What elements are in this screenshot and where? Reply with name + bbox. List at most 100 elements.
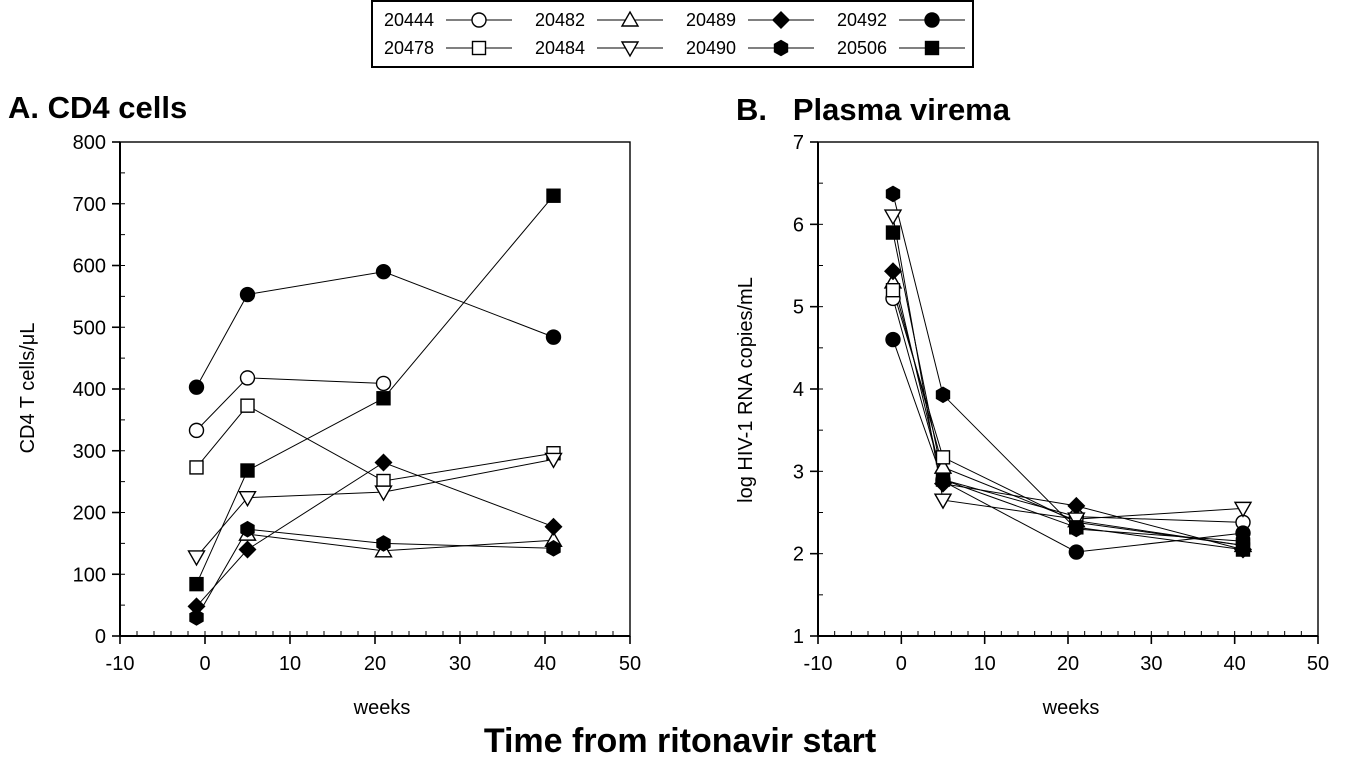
legend-frame	[371, 0, 974, 68]
panel-a-point-20444	[375, 375, 392, 392]
legend-marker-20492	[924, 12, 940, 28]
legend-label-20489: 20489	[686, 10, 736, 30]
panel-a-point-20484	[238, 490, 257, 508]
panel-b-series-line-20492	[892, 339, 1244, 553]
legend-marker-20506	[924, 40, 940, 56]
panel-b-point-20489	[884, 262, 902, 281]
panel-a-point-20444	[188, 422, 205, 439]
panel-a-point-20490	[189, 609, 204, 626]
panel-a-x-tick-label: -10	[106, 653, 135, 675]
panel-b-title: B. Plasma virema	[736, 92, 1011, 127]
panel-a-point-20484	[374, 485, 393, 502]
panel-a-y-tick-label: 600	[73, 256, 106, 278]
panel-a-y-tick-label: 700	[73, 194, 106, 216]
panel-b-y-tick-label: 1	[793, 626, 804, 648]
panel-b-xlabel: weeks	[1042, 697, 1100, 719]
panel-a-point-20506	[240, 463, 255, 478]
panel-a-point-20506	[546, 188, 561, 203]
panel-a-y-tick-label: 0	[95, 626, 106, 648]
panel-a-point-20484	[187, 550, 206, 567]
panel-a-point-20506	[376, 391, 391, 406]
panel-a-x-tick-label: 20	[364, 653, 386, 675]
panel-b-point-20492	[1068, 544, 1085, 560]
panel-a-point-20490	[546, 539, 561, 557]
panel-b-point-20506	[935, 472, 951, 487]
panel-a-y-tick-label: 100	[73, 564, 106, 586]
panel-b-y-tick-label: 6	[793, 214, 804, 236]
legend: 20444 20482 20489 20492 20478 20484 20490 20506	[371, 0, 974, 68]
panel-a-point-20489	[238, 540, 257, 559]
panel-b-y-tick-label: 7	[793, 132, 804, 154]
panel-a-point-20492	[239, 286, 256, 303]
panel-b-point-20490	[935, 386, 951, 404]
panel-a-ylabel: CD4 T cells/μL	[17, 323, 39, 454]
legend-label-20492: 20492	[837, 10, 887, 30]
panel-a-point-20490	[240, 520, 255, 538]
panel-a-y-tick-label: 800	[73, 132, 106, 154]
panel-b-y-tick-label: 2	[793, 544, 804, 566]
panel-b-series-line-20506	[892, 232, 1244, 551]
panel-b-point-20484	[1233, 501, 1253, 518]
panel-a-title: A. CD4 cells	[8, 90, 187, 125]
panel-a-y-tick-label: 200	[73, 503, 106, 525]
panel-b-point-20506	[1235, 542, 1251, 557]
legend-marker-20489	[772, 11, 790, 29]
panel-a-point-20492	[375, 263, 392, 280]
legend-label-20484: 20484	[535, 38, 585, 58]
panel-b-x-tick-label: -10	[804, 653, 833, 675]
panel-a-x-tick-label: 30	[449, 653, 471, 675]
panel-a-point-20492	[188, 379, 205, 395]
panel-b-x-tick-label: 50	[1307, 653, 1329, 675]
panel-a-point-20489	[374, 453, 393, 472]
panel-b-point-20484	[883, 209, 903, 226]
panel-a-series-line-20490	[196, 528, 554, 618]
panel-b-ylabel: log HIV-1 RNA copies/mL	[735, 277, 757, 503]
legend-label-20482: 20482	[535, 10, 585, 30]
panel-a-point-20506	[189, 576, 204, 592]
panel-a-y-tick-label: 400	[73, 379, 106, 401]
panel-a-point-20492	[545, 329, 562, 345]
panel-a-series-line-20489	[196, 461, 554, 607]
panel-b-point-20478	[885, 283, 901, 298]
panel-b-series-line-20490	[892, 193, 1244, 542]
panel-a-point-20490	[376, 535, 391, 552]
panel-b-point-20484	[933, 493, 953, 510]
panel-b-point-20492	[885, 331, 901, 348]
panel-b-point-20506	[1069, 520, 1084, 535]
figure-xlabel: Time from ritonavir start	[484, 722, 876, 760]
panel-b-y-tick-label: 4	[793, 379, 804, 401]
panel-a-y-tick-label: 500	[73, 317, 106, 339]
panel-a-x-tick-label: 0	[199, 653, 210, 675]
panel-b-series-line-20489	[892, 271, 1244, 551]
panel-b-x-tick-label: 30	[1140, 653, 1162, 675]
panel-b-point-20484	[1067, 512, 1086, 529]
legend-marker-20478	[471, 40, 487, 56]
panel-b-plasma-virema: B. Plasma virema log HIV-1 RNA copies/mL…	[735, 92, 1329, 719]
legend-marker-20444	[471, 12, 487, 28]
legend-label-20478: 20478	[384, 38, 434, 58]
panel-a-point-20484	[544, 452, 563, 469]
panel-a-point-20478	[240, 398, 255, 413]
panel-a-point-20489	[544, 517, 563, 536]
panel-a-series-line-20444	[196, 377, 384, 431]
panel-a-xlabel: weeks	[353, 697, 411, 719]
panel-a-cd4-cells: A. CD4 cells CD4 T cells/μL weeks -10 0 10…	[8, 90, 641, 719]
panel-b-point-20490	[885, 185, 901, 203]
panel-a-series-line-20506	[196, 195, 554, 585]
panel-a-x-tick-label: 50	[619, 653, 641, 675]
panel-b-series-line-20444	[892, 298, 1244, 523]
panel-a-series-line-20482	[247, 533, 554, 552]
panel-a-y-tick-label: 300	[73, 441, 106, 463]
panel-b-x-tick-label: 20	[1057, 653, 1079, 675]
panel-b-y-tick-label: 5	[793, 297, 804, 319]
legend-label-20506: 20506	[837, 38, 887, 58]
legend-label-20444: 20444	[384, 10, 434, 30]
panel-a-series-line-20492	[196, 271, 554, 388]
panel-b-x-tick-label: 10	[974, 653, 996, 675]
legend-marker-20484	[620, 41, 640, 58]
legend-entries: 20444 20482 20489 20492 20478 20484 20490 20506	[384, 10, 965, 58]
panel-b-series-line-20478	[892, 290, 1244, 546]
panel-a-x-tick-label: 40	[534, 653, 556, 675]
